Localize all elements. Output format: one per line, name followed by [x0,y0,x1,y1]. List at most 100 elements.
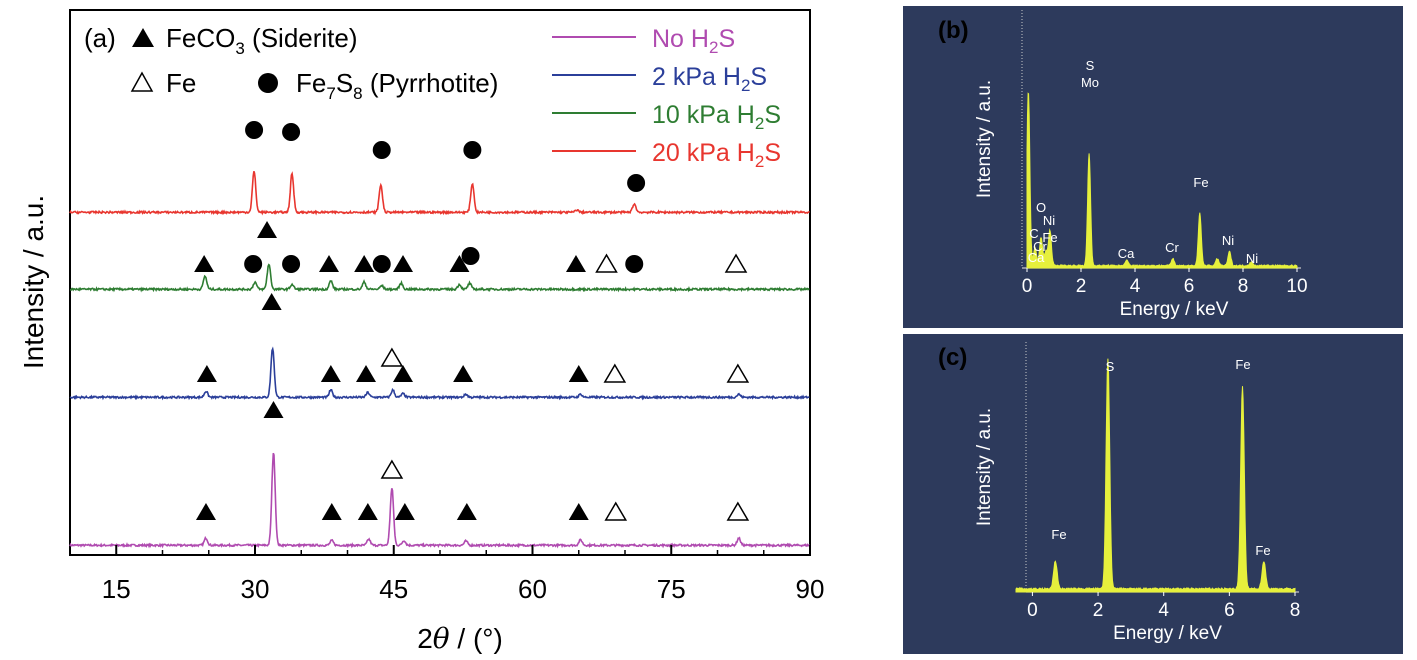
eds-panel-b: (b) 0 2 4 6 8 10 Energy / keV Intensity / a.u. S… [903,6,1403,328]
siderite-marker-5 [394,503,415,520]
eds-b-panel-label: (b) [938,17,969,44]
siderite-marker-12 [320,365,341,382]
iron-marker-19 [726,363,750,383]
siderite-marker-13 [356,365,376,382]
eds-c-background [903,334,1403,654]
eds-b-background [903,6,1403,328]
siderite-marker-25 [354,255,375,272]
pyrrhotite-marker-34 [245,121,264,139]
siderite-marker-0 [195,503,216,520]
eds-b-peak-label-4: Ni [1043,213,1055,228]
eds-b-peak-label-7: Cr [1033,239,1047,254]
siderite-marker-22 [257,221,278,238]
xrd-series-line-1 [69,346,810,401]
eds-c-peak-label-1: S [1106,359,1115,374]
eds-b-peak-label-11: Ni [1222,233,1234,248]
eds-b-peak-label-2: Fe [1193,175,1208,190]
siderite-marker-6 [456,503,477,520]
eds-b-peak-label-8: Ca [1028,250,1045,265]
eds-b-peak-label-12: Ni [1246,251,1258,266]
siderite-marker-24 [319,255,339,272]
eds-panel-c: (c) 0 2 4 6 8 Energy / keV Intensity / a.u. Fe S… [903,334,1403,654]
siderite-marker-7 [568,503,589,520]
xrd-x-tick-label-1: 30 [241,574,270,604]
siderite-marker-11 [261,293,282,310]
legend-siderite-symbol [132,28,154,47]
xrd-x-axis-label: 2θ / (°) [417,622,503,655]
eds-1-tick-label-5: 10 [1286,276,1307,297]
eds-b-peak-label-9: Ca [1118,246,1135,261]
xrd-x-tick-label-0: 15 [102,574,131,604]
xrd-x-tick-label-4: 75 [657,574,686,604]
eds-c-peak-label-0: Fe [1051,527,1066,542]
siderite-marker-30 [565,255,586,272]
siderite-marker-1 [263,401,284,418]
pyrrhotite-marker-36 [372,141,391,159]
eds-c-peak-label-2: Fe [1235,357,1250,372]
eds-b-peak-label-5: C [1029,226,1038,241]
eds-1-y-axis-label: Intensity / a.u. [974,80,995,198]
eds-1-tick-label-3: 6 [1184,276,1195,297]
eds-1-tick-label-2: 4 [1130,276,1141,297]
xrd-series-line-2 [69,263,810,293]
pyrrhotite-marker-37 [463,141,482,159]
siderite-marker-3 [357,503,378,520]
legend-entry-2: 10 kPa H2S [652,101,781,133]
pyrrhotite-marker-26 [372,255,391,273]
xrd-x-tick-label-5: 90 [796,574,825,604]
eds-c-peak-label-3: Fe [1255,543,1270,558]
pyrrhotite-marker-29 [461,247,480,265]
iron-marker-4 [380,459,404,479]
eds-b-peak-label-0: S [1086,58,1095,73]
siderite-marker-20 [194,255,215,272]
legend-entry-3: 20 kPa H2S [652,139,781,171]
legend-pyrrhotite-symbol [258,73,278,93]
eds-b-peak-label-3: O [1036,200,1046,215]
eds-1-spectrum [1026,92,1298,269]
siderite-marker-17 [568,365,589,382]
eds-2-tick-label-4: 8 [1290,600,1301,621]
xrd-x-tick-label-2: 45 [379,574,408,604]
legend-entry-0: No H2S [652,25,735,57]
xrd-series-line-3 [69,170,811,216]
xrd-x-tick-label-3: 60 [518,574,547,604]
eds-1-x-axis-label: Energy / keV [1120,299,1229,320]
iron-marker-8 [604,501,628,521]
legend-iron-label: Fe [166,68,196,98]
siderite-marker-15 [393,365,413,382]
iron-marker-33 [724,253,748,273]
siderite-marker-2 [321,503,342,520]
eds-1-tick-label-0: 0 [1022,276,1033,297]
siderite-marker-27 [393,255,413,272]
eds-1-tick-label-4: 8 [1238,276,1249,297]
eds-c-panel-label: (c) [938,344,967,371]
iron-marker-14 [380,347,404,367]
eds-2-tick-label-3: 6 [1224,600,1235,621]
iron-marker-18 [603,363,627,383]
legend-siderite-label: FeCO3 (Siderite) [166,23,358,58]
iron-marker-31 [595,253,618,273]
pyrrhotite-marker-38 [627,174,646,192]
eds-2-tick-label-2: 4 [1158,600,1169,621]
eds-1-tick-label-1: 2 [1076,276,1087,297]
eds-b-peak-label-1: Mo [1081,75,1099,90]
eds-b-peak-label-6: Fe [1042,230,1057,245]
legend-entry-1: 2 kPa H2S [652,63,767,95]
pyrrhotite-marker-32 [625,255,644,273]
eds-2-tick-label-1: 2 [1093,600,1104,621]
legend-pyrrhotite-label: Fe7S8 (Pyrrhotite) [296,68,498,103]
pyrrhotite-marker-35 [282,123,301,141]
eds-2-y-axis-label: Intensity / a.u. [974,408,995,526]
siderite-marker-16 [453,365,474,382]
pyrrhotite-marker-21 [244,255,263,273]
xrd-y-axis-label: Intensity / a.u. [18,195,49,369]
pyrrhotite-marker-23 [282,255,301,273]
xrd-panel-label: (a) [84,23,116,53]
xrd-series-line-0 [69,452,810,549]
eds-b-peak-label-10: Cr [1165,240,1179,255]
siderite-marker-28 [449,255,470,272]
legend-iron-symbol [130,71,154,92]
eds-2-x-axis-label: Energy / keV [1113,623,1222,644]
siderite-marker-10 [196,365,217,382]
